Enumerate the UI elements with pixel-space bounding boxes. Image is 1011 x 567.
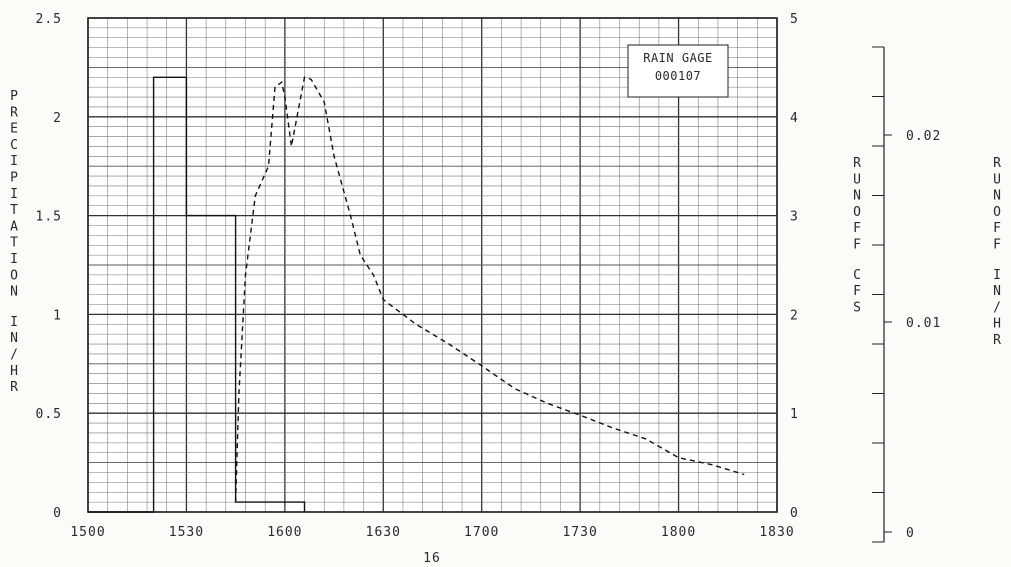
y-right-tick-label: 4 xyxy=(790,111,799,126)
x-footer-label: 16 xyxy=(423,551,441,566)
y-right-tick-label: 1 xyxy=(790,407,799,422)
y-left-tick-label: 0 xyxy=(53,506,62,521)
axis-labels: PRECIPITATION IN/HR RUNOFF CFS RUNOFF IN/H… xyxy=(10,89,1001,395)
chart-grid xyxy=(87,17,778,513)
y-right2-tick-label: 0 xyxy=(906,526,915,541)
x-tick-label: 1600 xyxy=(267,525,302,540)
x-tick-label: 1800 xyxy=(661,525,696,540)
y-right-tick-label: 0 xyxy=(790,506,799,521)
y-right2-axis-label: RUNOFF IN/HR xyxy=(993,156,1001,348)
y-right2-axis: 0 0.01 0.02 xyxy=(872,46,941,543)
y-left-axis-label: PRECIPITATION IN/HR xyxy=(10,89,18,395)
y-left-tick-label: 2.5 xyxy=(36,12,62,27)
y-right2-tick-label: 0.02 xyxy=(906,129,941,144)
runoff-line xyxy=(234,76,745,503)
rain-gage-title: RAIN GAGE xyxy=(643,51,713,65)
y-right-tick-label: 3 xyxy=(790,210,799,225)
x-tick-label: 1500 xyxy=(70,525,105,540)
plot-border xyxy=(87,17,778,513)
x-tick-label: 1830 xyxy=(759,525,794,540)
y-right-tick-label: 5 xyxy=(790,12,799,27)
x-tick-label: 1630 xyxy=(366,525,401,540)
y-right-axis-label: RUNOFF CFS xyxy=(853,156,861,315)
y-right-tick-label: 2 xyxy=(790,308,799,323)
rain-gage-id: 000107 xyxy=(655,69,701,83)
tick-labels: 1500 1530 1600 1630 1700 1730 1800 183000.511.5… xyxy=(36,12,941,543)
y-left-tick-label: 0.5 xyxy=(36,407,62,422)
data-series xyxy=(88,76,745,513)
x-tick-label: 1730 xyxy=(562,525,597,540)
y-left-tick-label: 2 xyxy=(53,111,62,126)
x-tick-label: 1700 xyxy=(464,525,499,540)
y-right2-tick-label: 0.01 xyxy=(906,316,941,331)
y-left-tick-label: 1.5 xyxy=(36,210,62,225)
rain-gage-box: RAIN GAGE 000107 xyxy=(627,44,729,98)
y-left-tick-label: 1 xyxy=(53,308,62,323)
precipitation-step-line xyxy=(88,76,306,513)
x-tick-label: 1530 xyxy=(169,525,204,540)
